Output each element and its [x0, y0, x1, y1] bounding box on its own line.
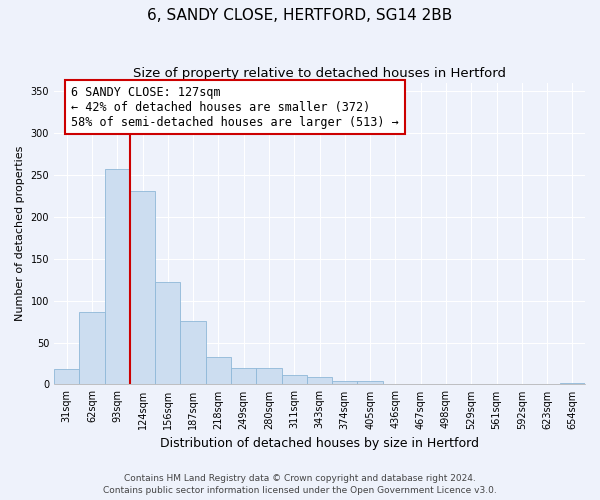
- Y-axis label: Number of detached properties: Number of detached properties: [15, 146, 25, 322]
- Bar: [104, 170, 130, 384]
- Text: 6 SANDY CLOSE: 127sqm
← 42% of detached houses are smaller (372)
58% of semi-det: 6 SANDY CLOSE: 127sqm ← 42% of detached …: [71, 86, 399, 128]
- Bar: [155, 282, 181, 384]
- Bar: [130, 191, 155, 384]
- Title: Size of property relative to detached houses in Hertford: Size of property relative to detached ho…: [133, 68, 506, 80]
- X-axis label: Distribution of detached houses by size in Hertford: Distribution of detached houses by size …: [160, 437, 479, 450]
- Bar: [281, 375, 307, 384]
- Bar: [560, 383, 585, 384]
- Bar: [358, 381, 383, 384]
- Bar: [256, 368, 281, 384]
- Text: Contains HM Land Registry data © Crown copyright and database right 2024.
Contai: Contains HM Land Registry data © Crown c…: [103, 474, 497, 495]
- Bar: [79, 312, 104, 384]
- Bar: [231, 368, 256, 384]
- Bar: [54, 368, 79, 384]
- Text: 6, SANDY CLOSE, HERTFORD, SG14 2BB: 6, SANDY CLOSE, HERTFORD, SG14 2BB: [148, 8, 452, 22]
- Bar: [206, 357, 231, 384]
- Bar: [181, 321, 206, 384]
- Bar: [307, 377, 332, 384]
- Bar: [332, 381, 358, 384]
